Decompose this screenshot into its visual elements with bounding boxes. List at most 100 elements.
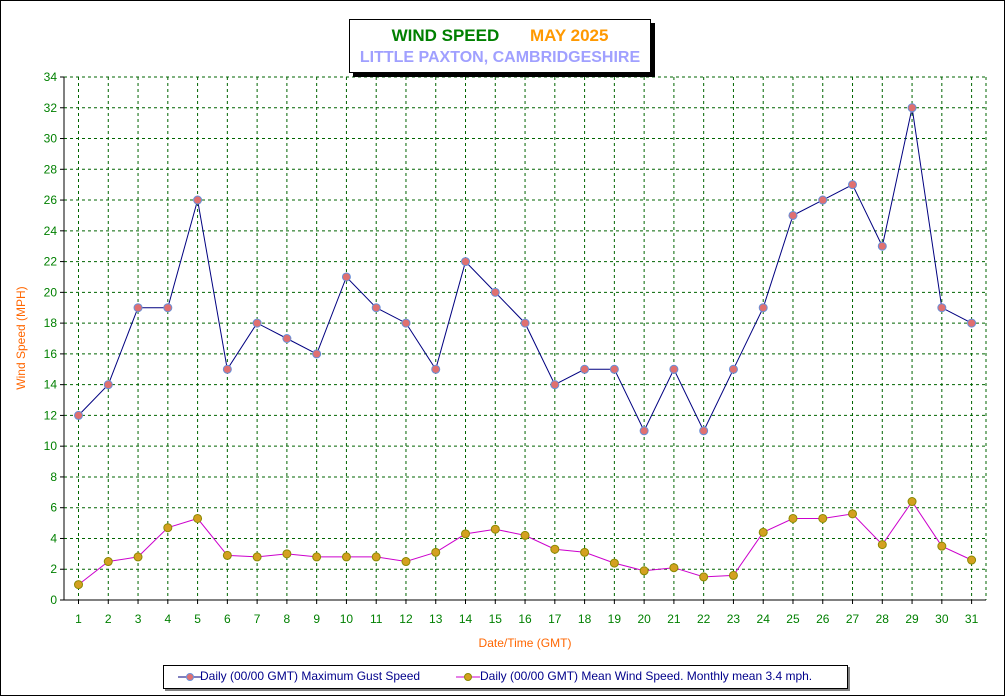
- data-point-mean: [609, 558, 619, 568]
- x-tick-label: 28: [876, 612, 890, 626]
- x-tick-label: 8: [284, 612, 291, 626]
- y-tick-label: 4: [50, 531, 57, 545]
- data-point-mean: [431, 547, 441, 557]
- data-point-gust: [282, 334, 292, 343]
- y-tick-label: 34: [44, 70, 58, 84]
- chart-axes: [60, 76, 987, 604]
- data-point-mean: [788, 513, 798, 523]
- x-tick-label: 27: [846, 612, 860, 626]
- data-point-mean: [907, 497, 917, 507]
- x-tick-label: 15: [489, 612, 503, 626]
- x-tick-label: 3: [135, 612, 142, 626]
- x-tick-label: 6: [224, 612, 231, 626]
- data-point-mean: [252, 552, 262, 562]
- data-point-gust: [758, 303, 768, 313]
- chart-grid: [64, 76, 986, 600]
- y-axis-label: Wind Speed (MPH): [14, 286, 28, 389]
- x-tick-label: 19: [608, 612, 622, 626]
- y-tick-label: 0: [50, 593, 57, 607]
- x-tick-label: 16: [518, 612, 532, 626]
- data-point-mean: [74, 580, 83, 590]
- data-point-mean: [877, 540, 887, 550]
- data-point-gust: [193, 195, 203, 205]
- data-point-gust: [877, 241, 887, 251]
- data-point-gust: [252, 318, 262, 328]
- data-point-mean: [312, 552, 322, 562]
- data-point-mean: [550, 544, 560, 554]
- x-tick-label: 7: [254, 612, 261, 626]
- data-point-gust: [580, 364, 590, 374]
- data-point-gust: [490, 287, 500, 297]
- data-point-gust: [163, 303, 173, 313]
- data-point-mean: [818, 513, 828, 523]
- x-tick-label: 11: [370, 612, 383, 626]
- chart-legend: Daily (00/00 GMT) Maximum Gust Speed Dai…: [163, 665, 848, 689]
- x-tick-label: 17: [548, 612, 562, 626]
- data-point-gust: [371, 303, 381, 313]
- data-point-mean: [758, 527, 768, 537]
- data-point-mean: [103, 557, 113, 567]
- data-point-mean: [401, 557, 411, 567]
- x-tick-label: 31: [965, 612, 979, 626]
- y-tick-label: 6: [50, 501, 57, 515]
- data-point-gust: [937, 303, 947, 313]
- x-tick-label: 24: [757, 612, 771, 626]
- y-tick-label: 24: [44, 224, 58, 238]
- data-point-gust: [550, 380, 560, 390]
- y-tick-label: 10: [44, 439, 58, 453]
- x-tick-label: 29: [905, 612, 919, 626]
- data-point-mean: [282, 549, 292, 559]
- data-point-mean: [967, 555, 977, 565]
- data-point-gust: [341, 272, 351, 282]
- x-tick-label: 21: [667, 612, 681, 626]
- x-tick-label: 5: [194, 612, 201, 626]
- x-tick-label: 30: [935, 612, 949, 626]
- data-point-gust: [609, 364, 619, 374]
- y-tick-label: 18: [44, 316, 58, 330]
- chart-title: WIND SPEED: [391, 26, 500, 45]
- y-tick-label: 26: [44, 193, 58, 207]
- data-point-gust: [520, 318, 530, 328]
- data-point-mean: [520, 530, 530, 540]
- data-point-gust: [401, 318, 411, 328]
- y-tick-label: 2: [50, 562, 57, 576]
- legend-label-gust: Daily (00/00 GMT) Maximum Gust Speed: [200, 669, 421, 683]
- x-tick-label: 26: [816, 612, 830, 626]
- data-point-gust: [818, 195, 828, 205]
- x-tick-label: 2: [105, 612, 112, 626]
- y-tick-label: 28: [44, 162, 58, 176]
- data-point-mean: [371, 552, 381, 562]
- data-point-mean: [341, 552, 351, 562]
- data-point-mean: [490, 524, 500, 534]
- x-tick-label: 22: [697, 612, 711, 626]
- x-axis-label: Date/Time (GMT): [479, 636, 572, 650]
- legend-swatch-mean: [456, 673, 480, 681]
- data-point-mean: [222, 550, 232, 560]
- y-tick-label: 14: [44, 378, 58, 392]
- x-tick-labels: 1 2 3 4 5 6 7 8 9 10 11 12 13 14 15 16 17 18 19 20 21 22 23 24 2…: [75, 612, 978, 626]
- y-tick-label: 22: [44, 255, 58, 269]
- data-point-mean: [848, 509, 858, 519]
- y-tick-label: 32: [44, 101, 58, 115]
- x-tick-label: 14: [459, 612, 473, 626]
- x-tick-label: 25: [786, 612, 800, 626]
- series-line-mean: [78, 500, 972, 585]
- data-point-gust: [431, 364, 441, 374]
- data-point-mean: [133, 552, 143, 562]
- data-point-mean: [937, 541, 947, 551]
- data-point-gust: [728, 364, 738, 374]
- x-tick-label: 1: [75, 612, 82, 626]
- chart-subtitle: LITTLE PAXTON, CAMBRIDGESHIRE: [359, 49, 641, 66]
- x-tick-label: 18: [578, 612, 592, 626]
- data-point-mean: [699, 572, 709, 582]
- x-tick-label: 23: [727, 612, 741, 626]
- data-point-gust: [669, 364, 679, 374]
- data-point-mean: [728, 570, 738, 580]
- data-point-gust: [312, 349, 322, 359]
- data-point-gust: [74, 410, 83, 420]
- series-points: [74, 103, 977, 590]
- data-point-gust: [788, 210, 798, 220]
- data-point-gust: [461, 257, 471, 267]
